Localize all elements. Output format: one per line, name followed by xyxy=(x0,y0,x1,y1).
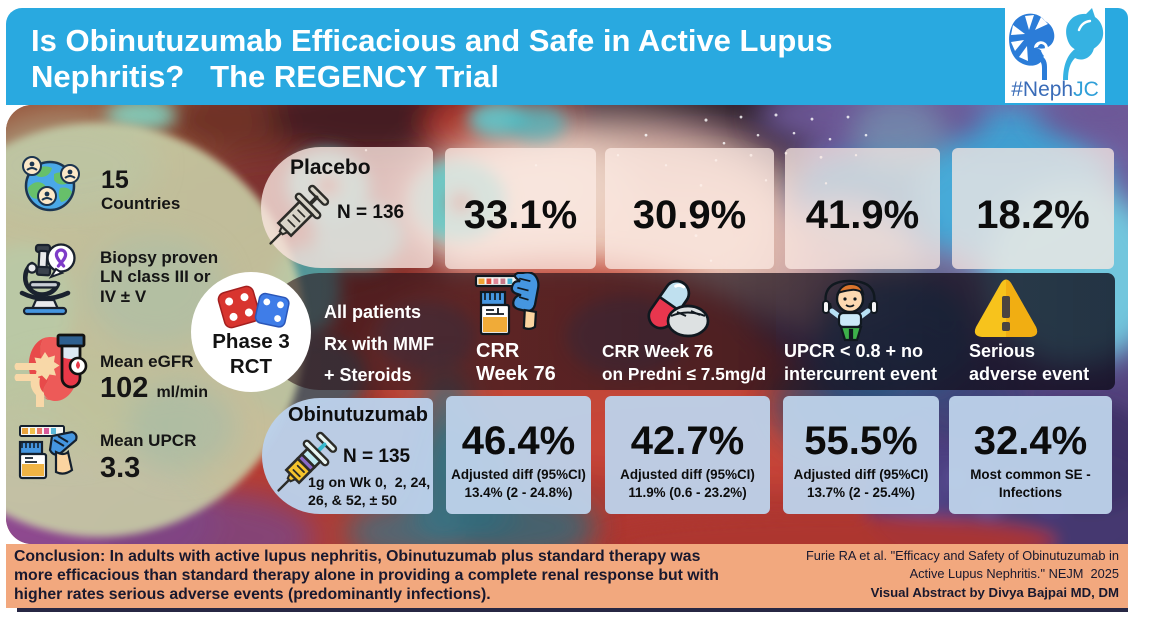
svg-text:#NephJC: #NephJC xyxy=(1011,78,1099,101)
